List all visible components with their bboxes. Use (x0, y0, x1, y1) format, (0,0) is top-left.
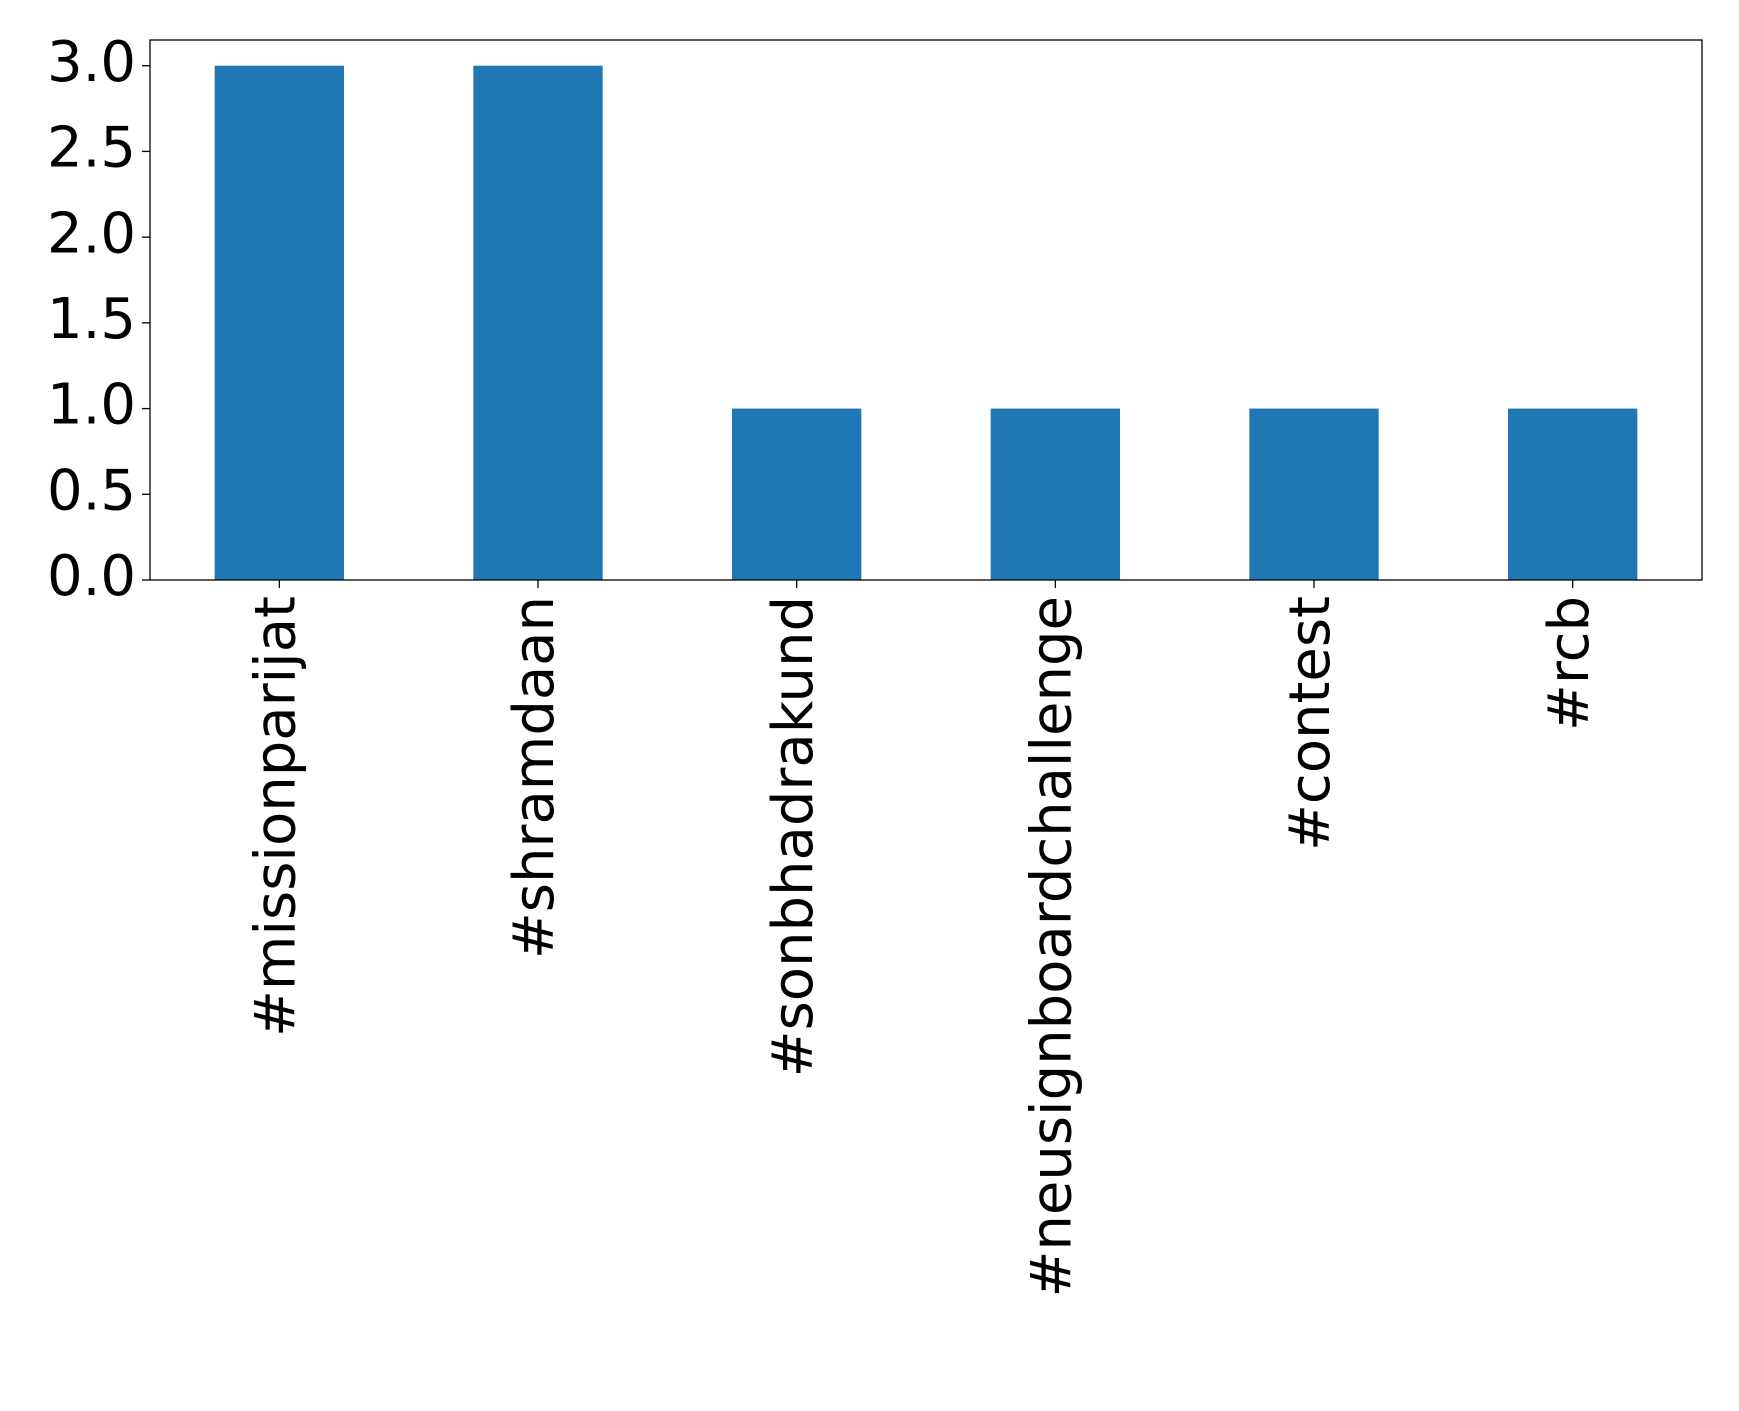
x-tick-label: #contest (1278, 596, 1343, 851)
bar-shramdaan (473, 65, 603, 580)
bar-contest (1249, 408, 1379, 580)
y-tick-label: 3.0 (47, 30, 136, 95)
y-tick-label: 1.5 (47, 287, 136, 352)
x-tick-label: #sonbhadrakund (761, 596, 826, 1077)
x-tick-label: #rcb (1537, 596, 1602, 731)
x-axis: #missionparijat #shramdaan #sonbhadrakund #… (243, 580, 1602, 1298)
bar-neusignboardchallenge (990, 408, 1120, 580)
y-tick-label: 0.0 (47, 544, 136, 609)
y-tick-label: 2.5 (47, 116, 136, 181)
x-tick-label: #neusignboardchallenge (1019, 596, 1084, 1298)
y-tick-label: 0.5 (47, 458, 136, 523)
x-tick-label: #missionparijat (243, 596, 308, 1037)
y-axis: 0.0 0.5 1.0 1.5 2.0 2.5 3.0 (47, 30, 150, 609)
plot-area (214, 65, 1638, 580)
bar-rcb (1508, 408, 1638, 580)
axes-frame (149, 39, 1703, 581)
bar-sonbhadrakund (732, 408, 862, 580)
bar-missionparijat (214, 65, 344, 580)
y-tick-label: 2.0 (47, 201, 136, 266)
y-tick-label: 1.0 (47, 373, 136, 438)
x-tick-label: #shramdaan (502, 596, 567, 959)
